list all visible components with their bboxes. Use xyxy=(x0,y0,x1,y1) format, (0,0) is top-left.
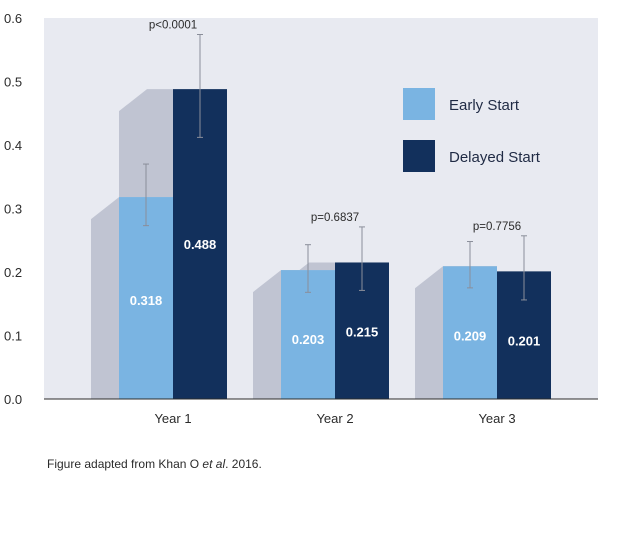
value-label: 0.318 xyxy=(130,293,163,308)
value-label: 0.209 xyxy=(454,328,487,343)
value-label: 0.201 xyxy=(508,333,541,348)
bar-shadow xyxy=(119,89,173,198)
value-label: 0.488 xyxy=(184,237,217,252)
legend-label: Early Start xyxy=(449,97,520,114)
x-tick-label: Year 1 xyxy=(154,411,191,426)
bar-early-start xyxy=(443,266,497,399)
y-tick-label: 0.4 xyxy=(4,138,22,153)
y-tick-label: 0.3 xyxy=(4,202,22,217)
y-tick-label: 0.1 xyxy=(4,329,22,344)
x-axis-categories: Year 1 Year 2 Year 3 xyxy=(154,411,515,426)
value-label: 0.203 xyxy=(292,332,325,347)
p-value-label: p=0.6837 xyxy=(311,212,359,224)
y-tick-label: 0.2 xyxy=(4,265,22,280)
bar-shadow xyxy=(281,262,335,285)
y-tick-label: 0.6 xyxy=(4,11,22,26)
p-value-label: p=0.7756 xyxy=(473,221,521,233)
bar-early-start xyxy=(119,197,173,399)
error-bars xyxy=(143,34,527,301)
y-tick-label: 0.5 xyxy=(4,75,22,90)
legend-swatch xyxy=(403,140,435,172)
legend-swatch xyxy=(403,88,435,120)
y-axis-ticks: 0.0 0.1 0.2 0.3 0.4 0.5 0.6 xyxy=(4,11,22,407)
value-labels: 0.318 0.488 0.203 0.215 0.209 0.201 xyxy=(130,237,541,348)
caption-suffix: . 2016. xyxy=(225,457,262,471)
x-tick-label: Year 2 xyxy=(316,411,353,426)
bar-delayed-start xyxy=(173,89,227,400)
x-tick-label: Year 3 xyxy=(478,411,515,426)
legend-label: Delayed Start xyxy=(449,149,541,166)
caption-prefix: Figure adapted from Khan O xyxy=(47,457,203,471)
caption-italic: et al xyxy=(202,457,226,471)
y-tick-label: 0.0 xyxy=(4,392,22,407)
value-label: 0.215 xyxy=(346,324,379,339)
p-value-label: p<0.0001 xyxy=(149,20,197,32)
bars xyxy=(119,89,551,400)
figure-caption: Figure adapted from Khan O et al. 2016. xyxy=(47,457,262,471)
p-value-labels: p<0.0001 p=0.6837 p=0.7756 xyxy=(149,20,521,233)
legend: Early Start Delayed Start xyxy=(403,88,541,172)
